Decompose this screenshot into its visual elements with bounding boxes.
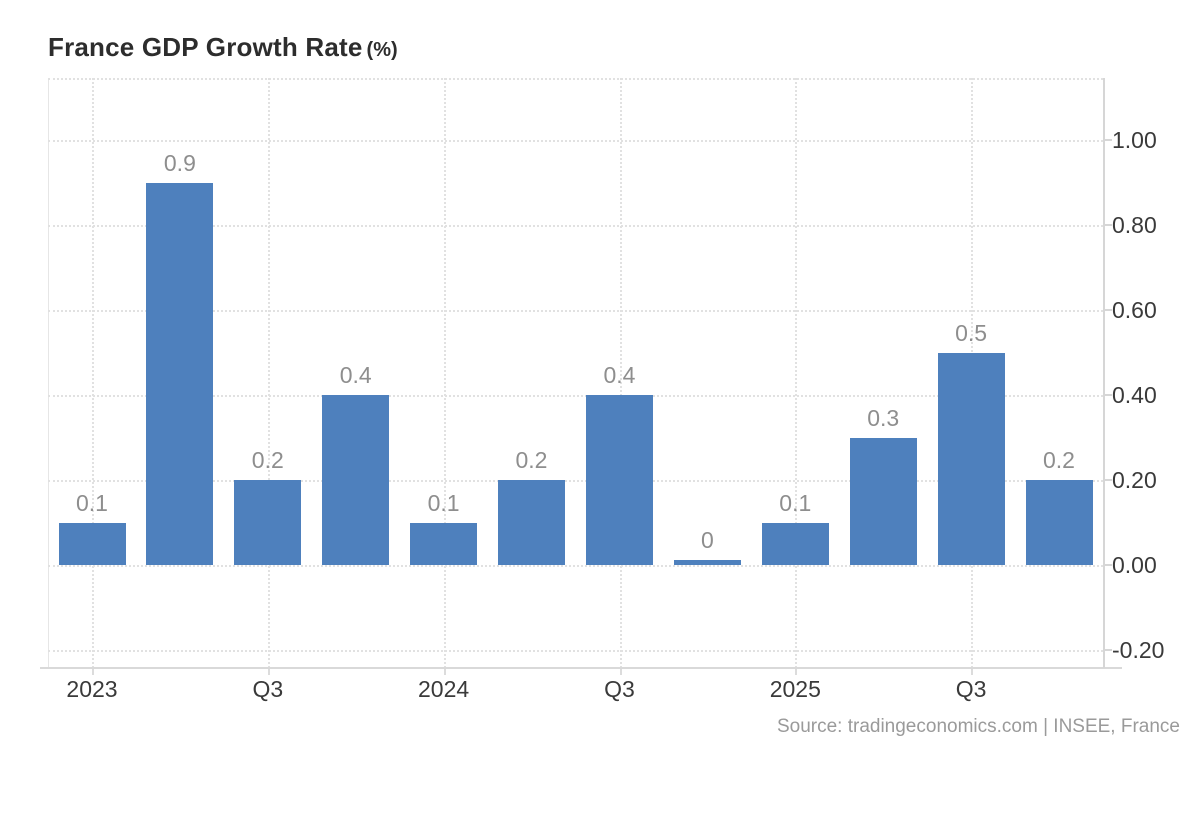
y-axis-tick — [1103, 564, 1112, 566]
x-axis-label: Q3 — [604, 676, 635, 702]
plot-area: 0.1 0.9 0.2 0.4 0.1 0.2 0.4 0 0.1 0.3 0.5 0.2 — [48, 78, 1103, 668]
x-axis-label: Q3 — [252, 676, 284, 702]
y-axis-tick — [1103, 479, 1112, 481]
x-gridline — [267, 78, 270, 668]
y-gridline — [48, 310, 1103, 312]
y-gridline — [48, 480, 1103, 482]
bar[interactable] — [849, 437, 917, 565]
bar-value-label: 0.2 — [515, 447, 548, 473]
x-axis-tick — [92, 669, 94, 675]
bar-value-label: 0.2 — [251, 447, 284, 473]
y-axis-tick — [1103, 649, 1112, 651]
x-axis-tick — [443, 669, 446, 675]
x-axis-line — [40, 667, 1122, 669]
bar[interactable] — [498, 480, 565, 565]
y-axis-label: 0.20 — [1112, 467, 1157, 493]
y-axis-tick — [1103, 224, 1112, 226]
plot-top-border — [48, 78, 1103, 80]
x-axis-label: 2024 — [418, 676, 470, 702]
x-gridline — [619, 78, 622, 668]
y-axis-label: 1.00 — [1112, 127, 1157, 153]
bar[interactable] — [322, 395, 390, 565]
x-axis-label: 2025 — [769, 676, 821, 702]
bar[interactable] — [937, 352, 1005, 565]
y-gridline — [48, 565, 1103, 567]
y-axis-line — [1103, 78, 1105, 668]
x-axis-tick — [267, 669, 270, 675]
bar-value-label: 0.5 — [955, 319, 988, 346]
chart-title-text: France GDP Growth Rate — [48, 32, 363, 62]
bar[interactable] — [673, 560, 741, 565]
bar-value-label: 0.4 — [603, 362, 636, 388]
y-axis-tick — [1103, 309, 1112, 311]
y-gridline — [48, 140, 1103, 142]
y-axis-label: 0.00 — [1112, 552, 1157, 578]
x-gridline — [795, 78, 798, 668]
bar-value-label: 0 — [700, 527, 714, 553]
y-axis-label: 0.60 — [1112, 297, 1157, 323]
chart-title: France GDP Growth Rate (%) — [48, 32, 398, 63]
bar[interactable] — [234, 480, 302, 565]
bar[interactable] — [761, 522, 829, 565]
y-axis-tick — [1103, 394, 1112, 396]
bar[interactable] — [1025, 480, 1093, 565]
bar[interactable] — [586, 395, 653, 565]
x-axis-label: Q3 — [955, 676, 987, 702]
x-axis-tick — [795, 669, 798, 675]
bar-value-label: 0.4 — [339, 362, 372, 388]
y-axis-tick — [1103, 139, 1112, 141]
bar-value-label: 0.2 — [1043, 447, 1075, 473]
y-gridline — [48, 650, 1103, 652]
x-axis-tick — [619, 669, 622, 675]
bar-value-label: 0.9 — [163, 149, 196, 176]
bar-value-label: 0.1 — [427, 489, 460, 516]
bar[interactable] — [146, 182, 214, 565]
y-axis-label: 0.40 — [1112, 382, 1157, 408]
y-gridline — [48, 225, 1103, 227]
x-gridline — [92, 78, 94, 668]
x-gridline — [443, 78, 446, 668]
y-axis-label: 0.80 — [1112, 212, 1157, 238]
plot-left-border — [48, 78, 49, 668]
bar-value-label: 0.1 — [76, 489, 108, 516]
y-axis-label: -0.20 — [1112, 637, 1165, 663]
source-attribution: Source: tradingeconomics.com | INSEE, Fr… — [776, 716, 1180, 737]
bar[interactable] — [410, 522, 478, 565]
x-axis-label: 2023 — [66, 676, 118, 702]
bar[interactable] — [58, 522, 126, 565]
x-axis-tick — [971, 669, 974, 675]
bar-value-label: 0.3 — [867, 404, 900, 431]
y-gridline — [48, 395, 1103, 397]
bar-value-label: 0.1 — [779, 489, 812, 516]
chart-title-unit: (%) — [366, 39, 398, 61]
